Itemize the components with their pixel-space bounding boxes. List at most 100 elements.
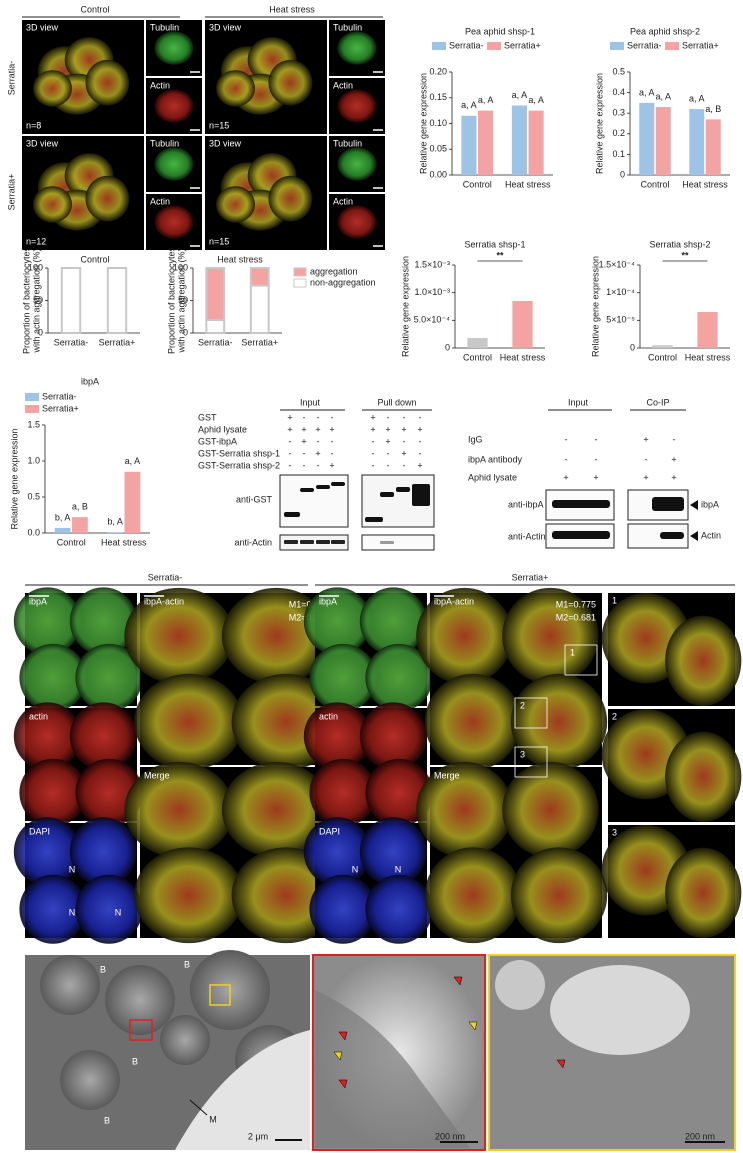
- cell-signal: [365, 874, 433, 944]
- panel-label: Merge: [144, 770, 170, 780]
- y-axis-label: Relative gene expression: [590, 256, 600, 357]
- band: [331, 540, 345, 544]
- panel-label: n=15: [209, 236, 229, 246]
- sign: -: [303, 412, 306, 422]
- panel-label: ibpA-actin: [144, 596, 184, 606]
- bar: [697, 312, 718, 348]
- x-tick-label: Serratia-: [54, 337, 89, 347]
- chart-title: Heat stress: [217, 254, 263, 264]
- y-tick-label: 100: [28, 262, 43, 272]
- cell-signal: [13, 587, 81, 656]
- sign: -: [387, 460, 390, 470]
- sign: -: [303, 448, 306, 458]
- cell-signal: [75, 643, 143, 712]
- row-label: IgG: [468, 434, 483, 444]
- y-tick-label: 0.10: [429, 118, 447, 128]
- y-tick-label: 0.20: [429, 66, 447, 76]
- y-tick-label: 0.15: [429, 92, 447, 102]
- panel-label: 3D view: [26, 22, 59, 32]
- panel-label: actin: [319, 711, 338, 721]
- panel-label: Tubulin: [150, 22, 179, 32]
- y-axis-label: with actin aggregation (%): [176, 248, 186, 353]
- cell-signal: [309, 758, 377, 827]
- chart-title: Pea aphid shsp-1: [465, 26, 535, 36]
- sign: -: [289, 460, 292, 470]
- y-axis-label: Relative gene expression: [418, 73, 428, 174]
- sign: -: [331, 436, 334, 446]
- bar-segment: [249, 284, 270, 334]
- panel-label: B: [100, 964, 106, 974]
- significance-label: a, A: [528, 95, 544, 105]
- sign: -: [317, 436, 320, 446]
- group-header: Serratia-: [148, 572, 183, 582]
- y-tick-label: 1.0×10⁻³: [414, 287, 450, 297]
- sign: +: [385, 424, 390, 434]
- cell-signal: [221, 761, 332, 858]
- bar-segment: [249, 267, 270, 287]
- cell-signal: [337, 89, 377, 123]
- sign: -: [595, 434, 598, 444]
- x-tick-label: Control: [463, 179, 492, 189]
- vacuole: [550, 965, 690, 1055]
- y-axis-label: Proportion of bacteriocytes: [21, 246, 31, 354]
- row-header: Serratia+: [6, 174, 16, 211]
- significance-label: a, A: [461, 100, 477, 110]
- group-header: Co-IP: [646, 397, 669, 407]
- panel-label: 3D view: [209, 138, 242, 148]
- panel-label: 3: [612, 827, 617, 837]
- cell-signal: [337, 147, 377, 181]
- cell-signal: [85, 175, 130, 222]
- bar: [511, 105, 527, 175]
- y-tick-label: 0.0: [27, 527, 40, 537]
- chart-title: Pea aphid shsp-2: [630, 26, 700, 36]
- panel-label: B: [184, 959, 190, 969]
- bar: [461, 115, 477, 175]
- x-tick-label: Control: [463, 352, 492, 362]
- panel-label: M2=0.681: [556, 612, 596, 622]
- row-label: Aphid lysate: [198, 424, 247, 434]
- vacuole: [495, 960, 545, 1010]
- cell-signal: [215, 70, 256, 107]
- sign: -: [289, 448, 292, 458]
- sign: +: [593, 472, 598, 482]
- cell-signal: [154, 89, 194, 123]
- significance-label: a, B: [705, 104, 721, 114]
- sign: +: [417, 424, 422, 434]
- zoom-box: [514, 746, 548, 778]
- bar: [652, 345, 673, 348]
- bar: [639, 102, 655, 175]
- bar: [512, 300, 533, 348]
- cell-profile: [105, 965, 175, 1035]
- zoom-box: [564, 644, 598, 676]
- band-label: Actin: [701, 530, 721, 540]
- significance-label: a, A: [655, 91, 671, 101]
- sign: -: [673, 434, 676, 444]
- bar-segment: [205, 319, 226, 334]
- scale-label: 200 nm: [435, 1131, 465, 1141]
- panel-label: M1=0.775: [556, 599, 596, 609]
- blot-label: anti-ibpA: [508, 499, 544, 509]
- blot-label: anti-GST: [236, 494, 273, 504]
- significance-label: a, A: [125, 456, 141, 466]
- panel-label: 1: [570, 647, 575, 657]
- x-tick-label: Heat stress: [685, 352, 731, 362]
- sign: -: [303, 460, 306, 470]
- bar: [72, 517, 88, 533]
- sign: -: [595, 454, 598, 464]
- panel-label: 2: [612, 711, 617, 721]
- blot: [361, 534, 435, 551]
- band: [284, 540, 298, 544]
- panel-label: Merge: [434, 770, 460, 780]
- y-tick-label: 0: [620, 169, 625, 179]
- legend-label: Serratia+: [504, 40, 541, 50]
- sign: -: [331, 412, 334, 422]
- panel-label: N: [115, 907, 122, 917]
- cell-profile: [40, 955, 100, 1015]
- y-tick-label: 0: [183, 327, 188, 337]
- sign: -: [419, 448, 422, 458]
- band: [380, 541, 394, 544]
- cell-signal: [134, 847, 244, 944]
- chart-title: Control: [80, 254, 109, 264]
- sign: -: [403, 436, 406, 446]
- sign: +: [671, 472, 676, 482]
